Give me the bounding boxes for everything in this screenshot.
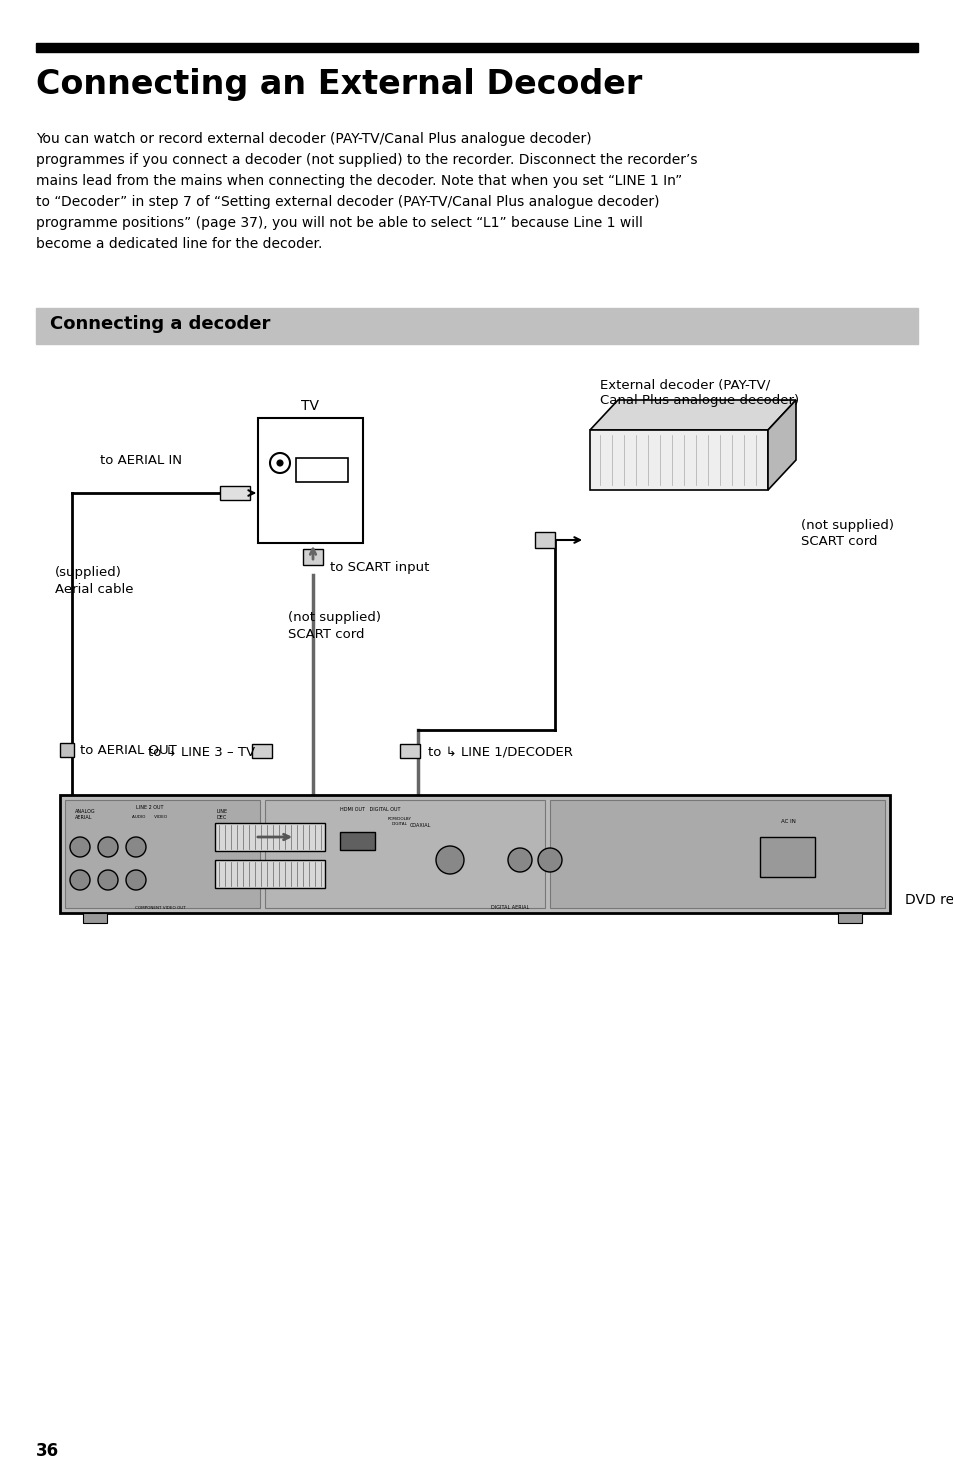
Circle shape (537, 848, 561, 872)
Text: COAXIAL: COAXIAL (409, 823, 430, 828)
Text: COMPONENT VIDEO OUT: COMPONENT VIDEO OUT (134, 906, 185, 911)
Bar (257, 418, 363, 543)
Circle shape (70, 871, 90, 890)
Text: mains lead from the mains when connecting the decoder. Note that when you set “L: mains lead from the mains when connectin… (36, 174, 681, 188)
Bar (83, 914, 107, 922)
Bar (60, 795, 889, 914)
Text: Connecting a decoder: Connecting a decoder (50, 314, 270, 334)
Bar (535, 532, 555, 549)
Text: Connecting an External Decoder: Connecting an External Decoder (36, 68, 641, 101)
Polygon shape (767, 400, 795, 489)
Text: TV: TV (301, 399, 318, 412)
Bar (339, 832, 375, 850)
Circle shape (436, 845, 463, 873)
Text: to SCART input: to SCART input (330, 562, 429, 574)
Text: DVD recorder: DVD recorder (904, 893, 953, 908)
Bar (220, 486, 250, 500)
Text: SCART cord: SCART cord (288, 627, 364, 641)
Text: AC IN: AC IN (780, 819, 795, 825)
Text: to “Decoder” in step 7 of “Setting external decoder (PAY-TV/Canal Plus analogue : to “Decoder” in step 7 of “Setting exter… (36, 194, 659, 209)
Circle shape (276, 460, 283, 466)
Bar (295, 458, 348, 482)
Text: (not supplied): (not supplied) (801, 519, 893, 532)
Bar (252, 744, 272, 758)
Bar (550, 799, 884, 908)
Circle shape (507, 848, 532, 872)
Text: DIGITAL AERIAL: DIGITAL AERIAL (491, 905, 529, 911)
Circle shape (270, 452, 290, 473)
Bar (60, 743, 74, 756)
Bar (399, 744, 419, 758)
Text: You can watch or record external decoder (PAY-TV/Canal Plus analogue decoder): You can watch or record external decoder… (36, 132, 591, 145)
Bar (303, 549, 323, 565)
Text: to ↳ LINE 3 – TV: to ↳ LINE 3 – TV (148, 746, 254, 758)
Text: Aerial cable: Aerial cable (55, 583, 133, 596)
Circle shape (98, 871, 118, 890)
Bar (36, 43, 917, 52)
Bar (265, 799, 544, 908)
Bar (214, 823, 325, 851)
Text: become a dedicated line for the decoder.: become a dedicated line for the decoder. (36, 237, 322, 251)
Polygon shape (589, 430, 767, 489)
Text: PCM/DOLBY
DIGITAL: PCM/DOLBY DIGITAL (388, 817, 412, 826)
Text: programme positions” (page 37), you will not be able to select “L1” because Line: programme positions” (page 37), you will… (36, 217, 642, 230)
Text: to ↳ LINE 1/DECODER: to ↳ LINE 1/DECODER (428, 746, 572, 758)
Bar (214, 860, 325, 888)
Text: ANALOG
AERIAL: ANALOG AERIAL (75, 810, 95, 820)
Bar (837, 914, 862, 922)
Text: (not supplied): (not supplied) (288, 611, 380, 624)
Text: External decoder (PAY-TV/: External decoder (PAY-TV/ (599, 380, 769, 392)
Bar (36, 308, 917, 344)
Text: LINE 2 OUT: LINE 2 OUT (136, 805, 164, 810)
Text: 36: 36 (36, 1441, 59, 1459)
Text: AUDIO       VIDEO: AUDIO VIDEO (132, 816, 168, 819)
Circle shape (98, 836, 118, 857)
Circle shape (126, 836, 146, 857)
Text: SCART cord: SCART cord (801, 535, 877, 549)
Text: to AERIAL OUT: to AERIAL OUT (80, 744, 176, 758)
Text: HDMI OUT   DIGITAL OUT: HDMI OUT DIGITAL OUT (339, 807, 400, 813)
Circle shape (70, 836, 90, 857)
Polygon shape (589, 400, 795, 430)
Bar (760, 836, 814, 876)
Bar (65, 799, 260, 908)
Text: (supplied): (supplied) (55, 567, 122, 578)
Text: Canal Plus analogue decoder): Canal Plus analogue decoder) (599, 394, 799, 406)
Circle shape (126, 871, 146, 890)
Text: LINE
DEC: LINE DEC (216, 810, 228, 820)
Text: programmes if you connect a decoder (not supplied) to the recorder. Disconnect t: programmes if you connect a decoder (not… (36, 153, 697, 168)
Text: to AERIAL IN: to AERIAL IN (100, 454, 182, 467)
